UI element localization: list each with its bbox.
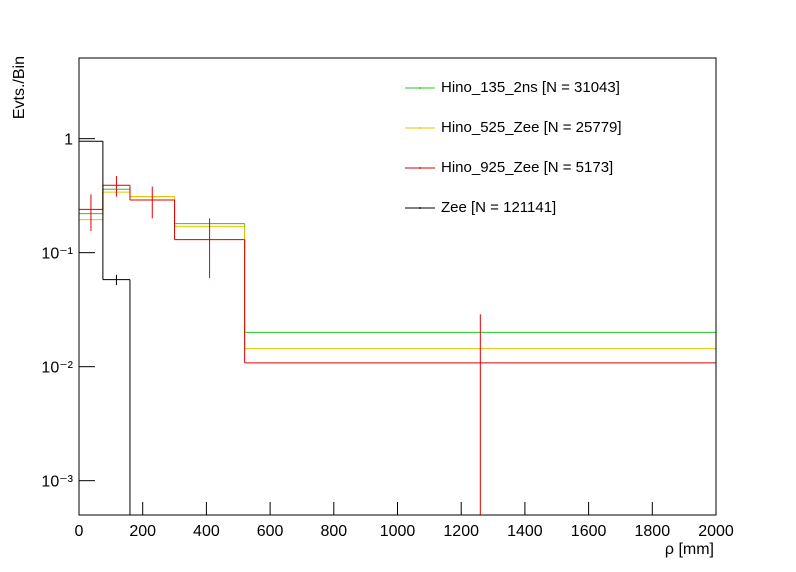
- x-tick-label: 0: [75, 523, 84, 540]
- legend-label: Hino_525_Zee [N = 25779]: [441, 119, 622, 136]
- x-tick-label: 2000: [698, 523, 734, 540]
- y-tick-label: 10⁻¹: [41, 246, 73, 263]
- y-tick-label: 1: [64, 132, 73, 149]
- x-tick-label: 1200: [443, 523, 479, 540]
- x-tick-label: 800: [320, 523, 347, 540]
- x-tick-label: 1400: [507, 523, 543, 540]
- x-tick-label: 1000: [380, 523, 416, 540]
- legend-label: Zee [N = 121141]: [441, 199, 556, 216]
- y-tick-label: 10⁻²: [41, 360, 73, 377]
- plot-frame: [78, 57, 717, 516]
- x-tick-label: 600: [257, 523, 284, 540]
- y-tick-label: 10⁻³: [41, 474, 73, 491]
- x-tick-label: 1600: [571, 523, 607, 540]
- x-axis-title: ρ [mm]: [665, 541, 714, 558]
- x-tick-label: 1800: [635, 523, 671, 540]
- x-tick-label: 400: [193, 523, 220, 540]
- y-axis-title: Evts./Bin: [11, 56, 28, 119]
- legend-label: Hino_135_2ns [N = 31043]: [441, 79, 620, 96]
- legend-label: Hino_925_Zee [N = 5173]: [441, 159, 613, 176]
- x-tick-label: 200: [129, 523, 156, 540]
